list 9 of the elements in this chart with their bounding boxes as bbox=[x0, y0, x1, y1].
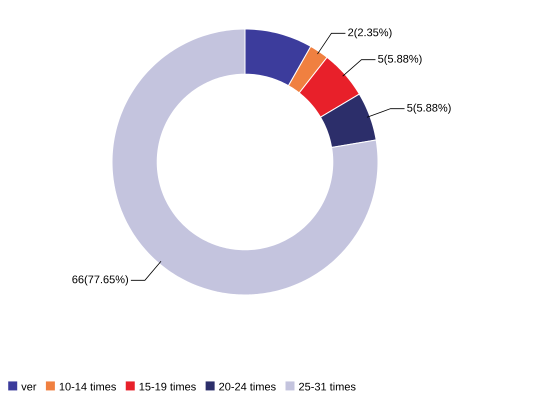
legend-label: 15-19 times bbox=[140, 382, 196, 391]
data-label: 5(5.88%) bbox=[407, 104, 451, 114]
data-label: 2(2.35%) bbox=[348, 28, 392, 38]
data-label: 5(5.88%) bbox=[378, 54, 422, 65]
legend-label: 25-31 times bbox=[299, 382, 356, 391]
legend-label: 20-24 times bbox=[219, 382, 276, 391]
legend-label: ver bbox=[21, 384, 36, 391]
legend-label: 10-14 times bbox=[60, 382, 116, 391]
data-label: 66(77.65%) bbox=[72, 275, 128, 286]
